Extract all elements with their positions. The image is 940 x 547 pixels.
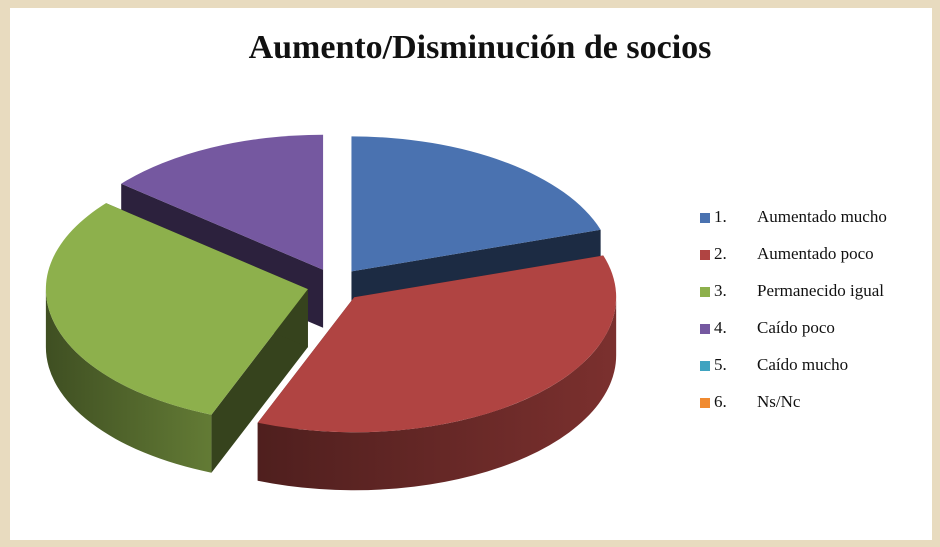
chart-title: Aumento/Disminución de socios: [249, 29, 712, 66]
legend-swatch: [700, 287, 710, 297]
legend-label: Caído mucho: [757, 355, 848, 374]
legend-swatch: [700, 213, 710, 223]
legend-label: Permanecido igual: [757, 281, 884, 300]
legend-label: Caído poco: [757, 318, 835, 337]
legend-number: 5.: [714, 355, 727, 374]
slice-top: [45, 203, 308, 415]
slice-top: [351, 136, 601, 272]
slice: [257, 255, 617, 491]
legend-number: 6.: [714, 392, 727, 411]
legend-label: Ns/Nc: [757, 392, 801, 411]
legend-label: Aumentado mucho: [757, 207, 887, 226]
slice-top: [121, 134, 324, 270]
slice: [45, 203, 308, 473]
legend-number: 2.: [714, 244, 727, 263]
slice-side: [45, 289, 212, 473]
legend-number: 3.: [714, 281, 727, 300]
legend-label: Aumentado poco: [757, 244, 874, 263]
legend-swatch: [700, 361, 710, 371]
legend-number: 4.: [714, 318, 727, 337]
legend-swatch: [700, 250, 710, 260]
legend-number: 1.: [714, 207, 727, 226]
legend-swatch: [700, 398, 710, 408]
slice-top: [257, 255, 617, 433]
legend-swatch: [700, 324, 710, 334]
slice-side: [257, 297, 617, 491]
